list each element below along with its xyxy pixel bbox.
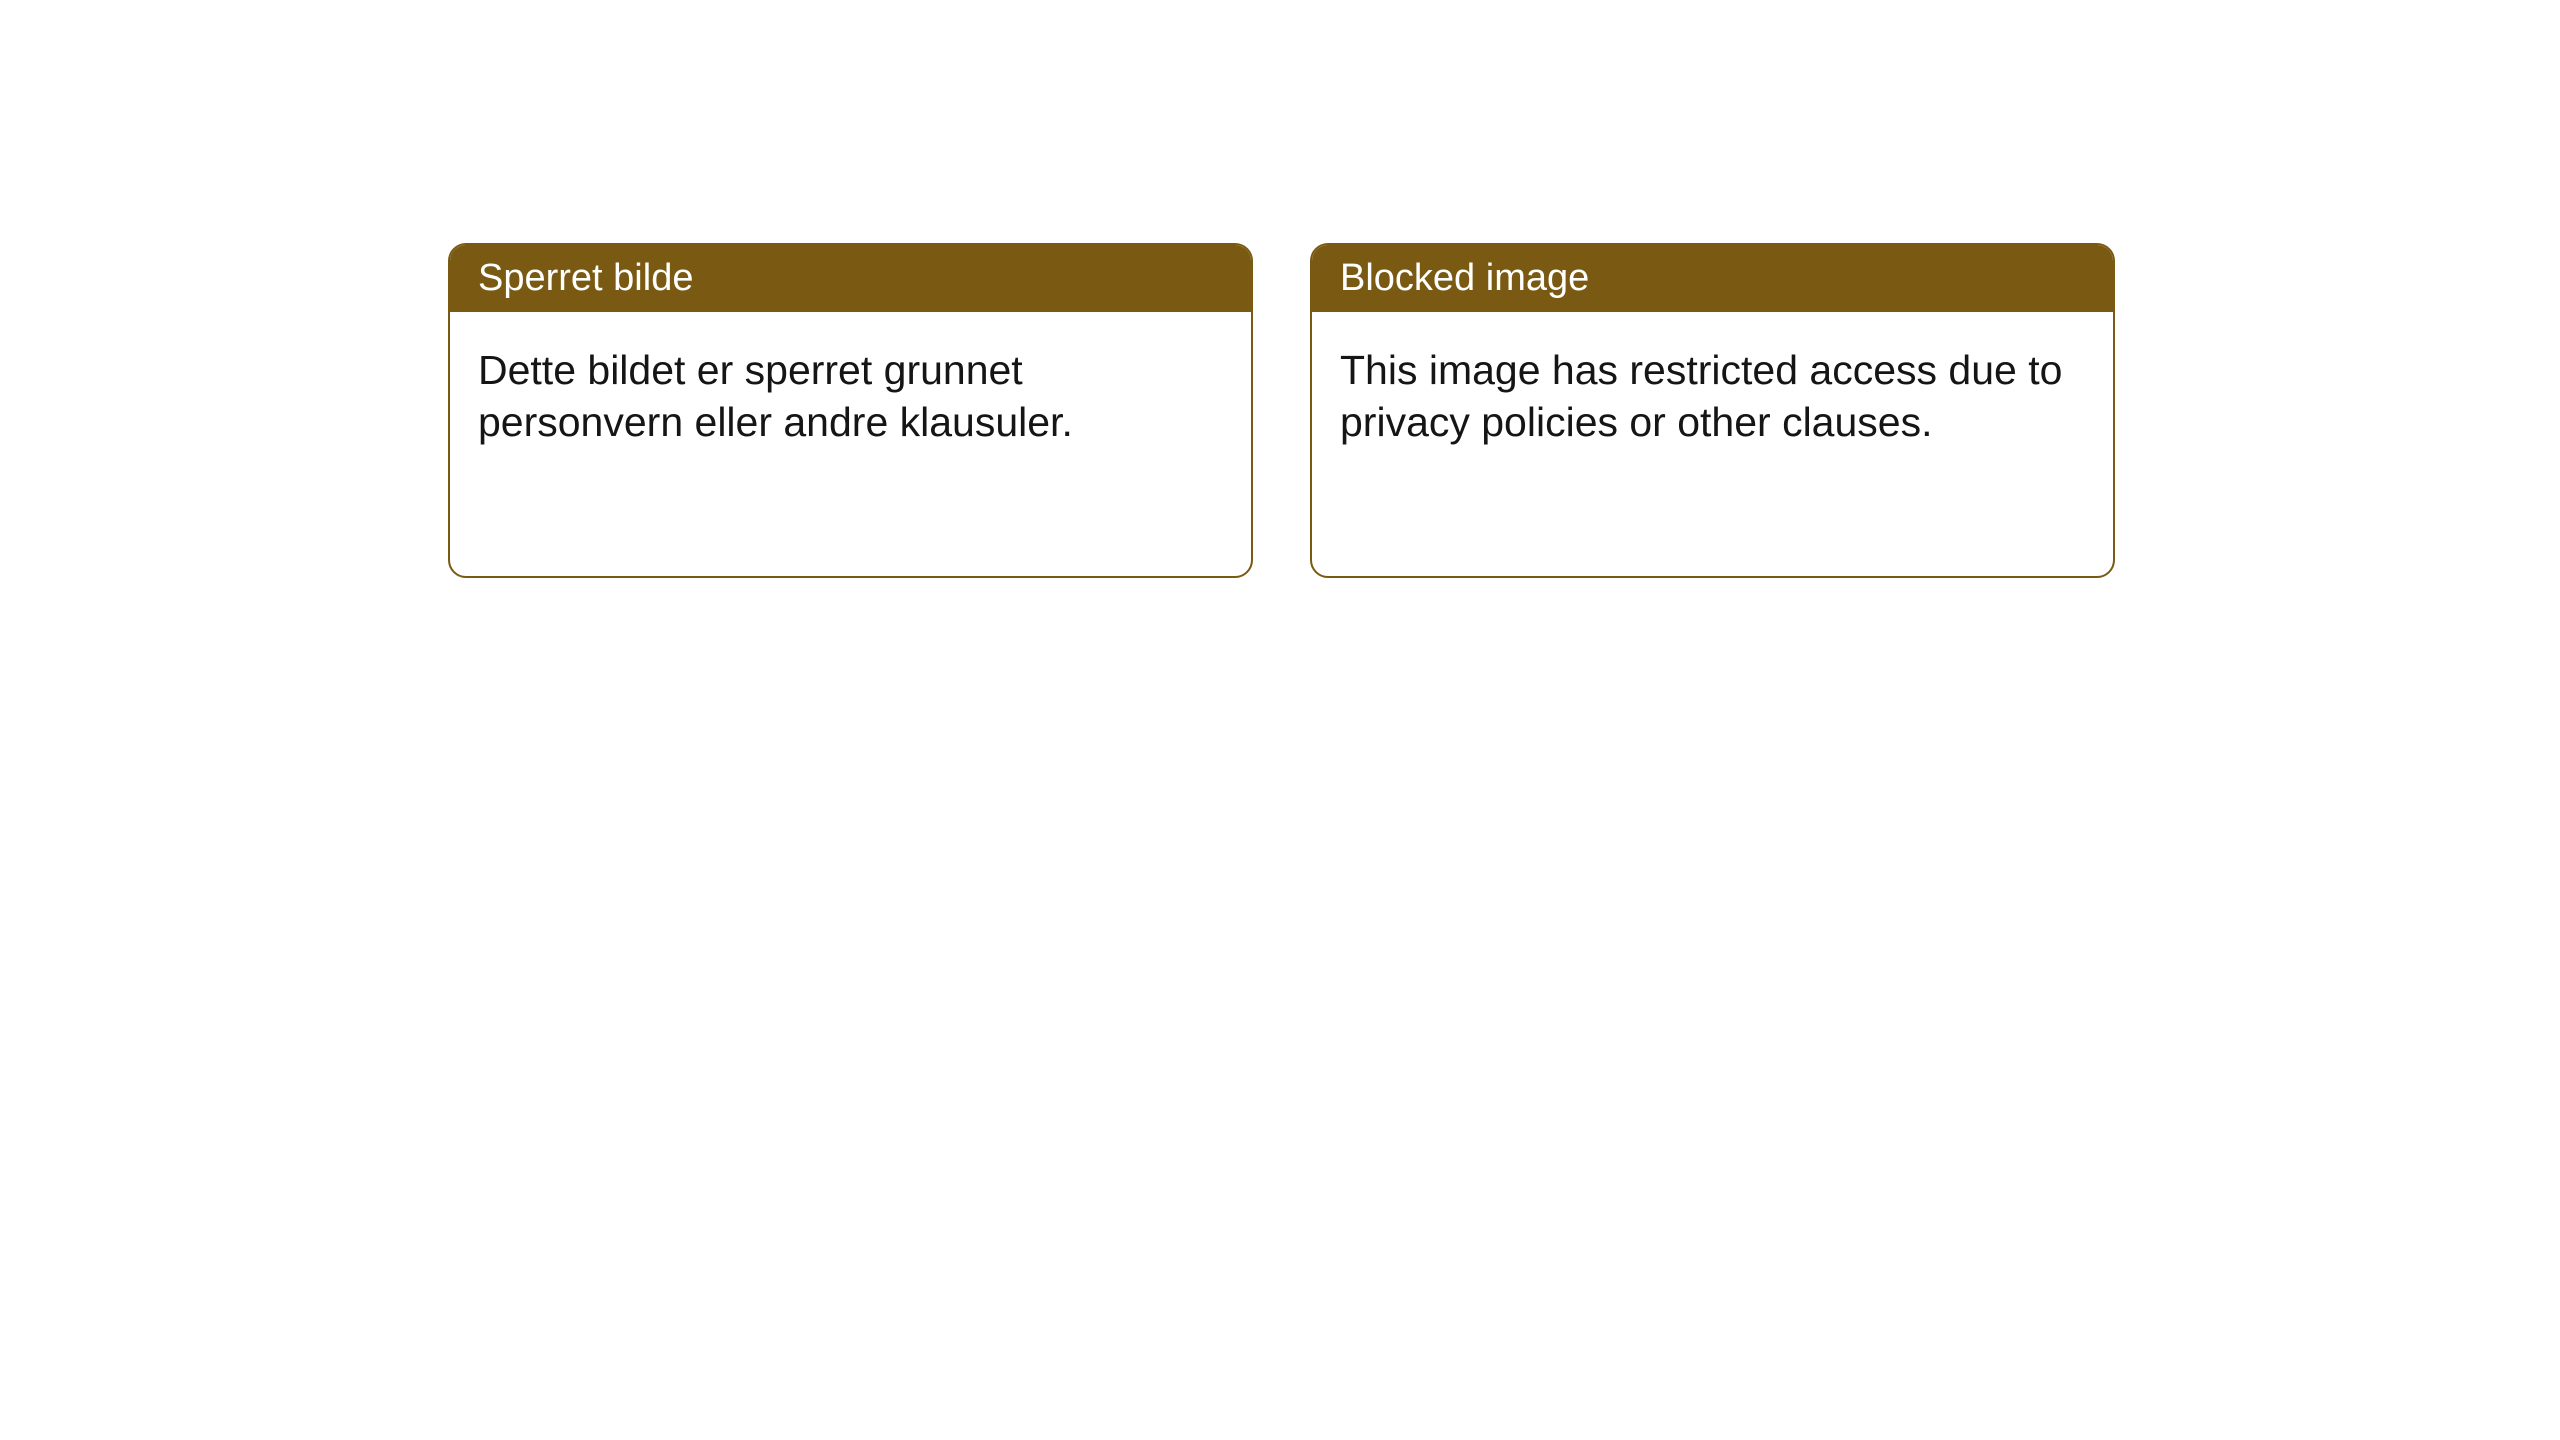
card-text-no: Dette bildet er sperret grunnet personve… bbox=[478, 347, 1073, 445]
card-header-en: Blocked image bbox=[1312, 245, 2113, 312]
card-text-en: This image has restricted access due to … bbox=[1340, 347, 2062, 445]
card-header-no: Sperret bilde bbox=[450, 245, 1251, 312]
notice-card-en: Blocked image This image has restricted … bbox=[1310, 243, 2115, 578]
card-body-en: This image has restricted access due to … bbox=[1312, 312, 2113, 481]
notice-card-no: Sperret bilde Dette bildet er sperret gr… bbox=[448, 243, 1253, 578]
notice-container: Sperret bilde Dette bildet er sperret gr… bbox=[448, 243, 2115, 578]
card-title-no: Sperret bilde bbox=[478, 257, 693, 299]
card-body-no: Dette bildet er sperret grunnet personve… bbox=[450, 312, 1251, 481]
card-title-en: Blocked image bbox=[1340, 257, 1589, 299]
